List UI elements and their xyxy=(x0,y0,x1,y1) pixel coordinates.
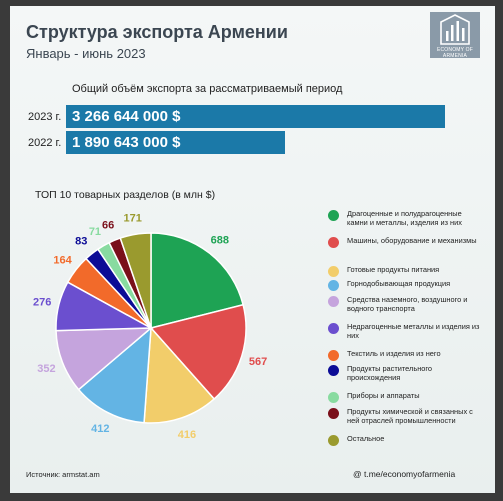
legend-label: Продукты химической и связанных с ней от… xyxy=(347,407,473,426)
legend-swatch xyxy=(328,323,339,334)
page-subtitle: Январь - июнь 2023 xyxy=(26,46,146,61)
pie-value-label: 688 xyxy=(211,235,229,247)
pie-value-label: 276 xyxy=(33,297,51,309)
legend-label: Средства наземного, воздушного и водного… xyxy=(347,295,468,314)
pie-value-label: 71 xyxy=(89,226,101,238)
year-label-2022: 2022 г. xyxy=(28,137,62,149)
legend-label: Остальное xyxy=(347,434,385,443)
legend-swatch xyxy=(328,350,339,361)
pie-slice xyxy=(150,232,245,329)
pie-slice xyxy=(96,241,152,329)
pie-slice xyxy=(108,237,152,329)
legend-swatch xyxy=(328,237,339,248)
legend-label: Драгоценные и полудрагоценные камни и ме… xyxy=(347,209,462,228)
pie-slice xyxy=(55,327,154,391)
export-bar-2023: 3 266 644 000 $ xyxy=(66,105,445,128)
channel-link[interactable]: @ t.me/economyofarmenia xyxy=(353,469,456,479)
export-bar-2022: 1 890 643 000 $ xyxy=(66,131,286,154)
building-icon xyxy=(440,14,470,45)
legend-label: Недрагоценные металлы и изделия из них xyxy=(347,322,480,341)
legend-swatch xyxy=(328,365,339,376)
pie-slice xyxy=(55,281,154,332)
legend-swatch xyxy=(328,210,339,221)
year-label-2023: 2023 г. xyxy=(28,111,62,123)
legend-label: Машины, оборудование и механизмы xyxy=(347,236,477,245)
pie-slice xyxy=(77,326,152,424)
pie-slice xyxy=(66,257,152,329)
pie-value-label: 412 xyxy=(91,423,109,435)
pie-value-label: 164 xyxy=(53,254,72,266)
economy-of-armenia-logo: ECONOMY OF ARMENIA xyxy=(430,12,480,59)
logo-text: ECONOMY OF ARMENIA xyxy=(436,47,474,59)
legend-label: Готовые продукты питания xyxy=(347,265,440,274)
legend-swatch xyxy=(328,296,339,307)
legend-label: Продукты растительного происхождения xyxy=(347,364,433,383)
pie-value-label: 83 xyxy=(75,235,87,247)
legend-label: Приборы и аппараты xyxy=(347,391,420,400)
pie-slice xyxy=(85,248,152,329)
pie-value-label: 567 xyxy=(249,356,267,368)
legend-swatch xyxy=(328,392,339,403)
infographic-card: Структура экспорта Армении Январь - июнь… xyxy=(10,6,495,493)
export-value-2023: 3 266 644 000 $ xyxy=(72,108,181,125)
export-value-2022: 1 890 643 000 $ xyxy=(72,134,181,151)
total-export-title: Общий объём экспорта за рассматриваемый … xyxy=(72,83,343,95)
legend-swatch xyxy=(328,435,339,446)
page-title: Структура экспорта Армении xyxy=(26,22,288,42)
pie-value-label: 66 xyxy=(102,220,114,232)
pie-value-label: 416 xyxy=(178,429,196,441)
pie-value-label: 352 xyxy=(37,363,55,375)
legend-label: Текстиль и изделия из него xyxy=(347,349,441,358)
legend-swatch xyxy=(328,408,339,419)
pie-slice xyxy=(143,326,216,424)
pie-value-label: 171 xyxy=(123,213,141,225)
top10-title: ТОП 10 товарных разделов (в млн $) xyxy=(35,189,216,201)
legend-swatch xyxy=(328,280,339,291)
legend-label: Горнодобывающая продукция xyxy=(347,279,451,288)
pie-slice xyxy=(119,232,152,329)
legend-swatch xyxy=(328,266,339,277)
source-note: Источник: armstat.am xyxy=(26,470,100,479)
pie-slice xyxy=(149,303,247,401)
